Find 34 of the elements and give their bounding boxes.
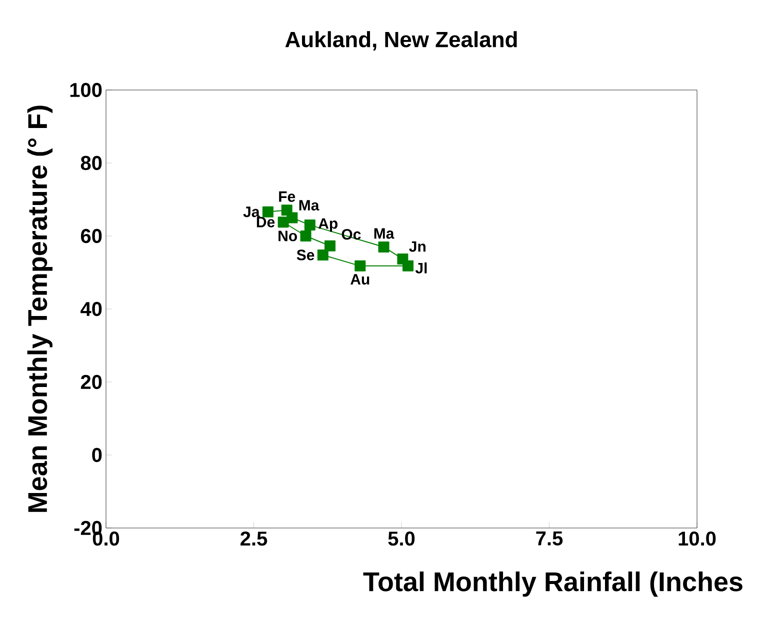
- y-tick-label: 100: [70, 82, 102, 98]
- point: [378, 241, 390, 252]
- point: [402, 260, 414, 272]
- y-tick-label: 40: [80, 302, 102, 316]
- x-axis-title: Total Monthly Rainfall (Inches: [363, 572, 742, 597]
- y-tick-label: 80: [80, 156, 102, 170]
- x-tick-label: 5.0: [388, 532, 415, 546]
- annotation: Se: [296, 250, 314, 260]
- annotation: Ap: [318, 218, 338, 232]
- point: [324, 240, 336, 252]
- x-tick-label: 7.5: [536, 532, 563, 546]
- point: [304, 220, 316, 231]
- annotation: Fe: [279, 191, 296, 202]
- x-tick-label: 2.5: [240, 532, 268, 546]
- annotation: Jn: [409, 241, 426, 252]
- point: [262, 206, 274, 218]
- annotation: Ja: [243, 206, 260, 218]
- annotation: No: [278, 230, 297, 242]
- annotation: De: [256, 216, 275, 228]
- y-axis-title: Mean Monthly Temperature (° F): [27, 106, 52, 512]
- y-tick-label: 60: [80, 228, 102, 244]
- point: [300, 230, 312, 242]
- annotation: Jl: [415, 262, 427, 274]
- y-tick-label: 20: [80, 374, 102, 390]
- x-tick-label: 10.0: [678, 532, 716, 546]
- annotation: Ma: [299, 200, 320, 211]
- annotation: Au: [350, 274, 370, 285]
- point: [317, 249, 328, 260]
- point: [278, 216, 289, 228]
- annotation: Oc: [342, 229, 361, 240]
- chart-title: Aukland, New Zealand: [285, 31, 517, 50]
- y-tick-label: 0: [92, 448, 102, 462]
- annotation: Ma: [374, 228, 394, 239]
- point: [354, 260, 366, 272]
